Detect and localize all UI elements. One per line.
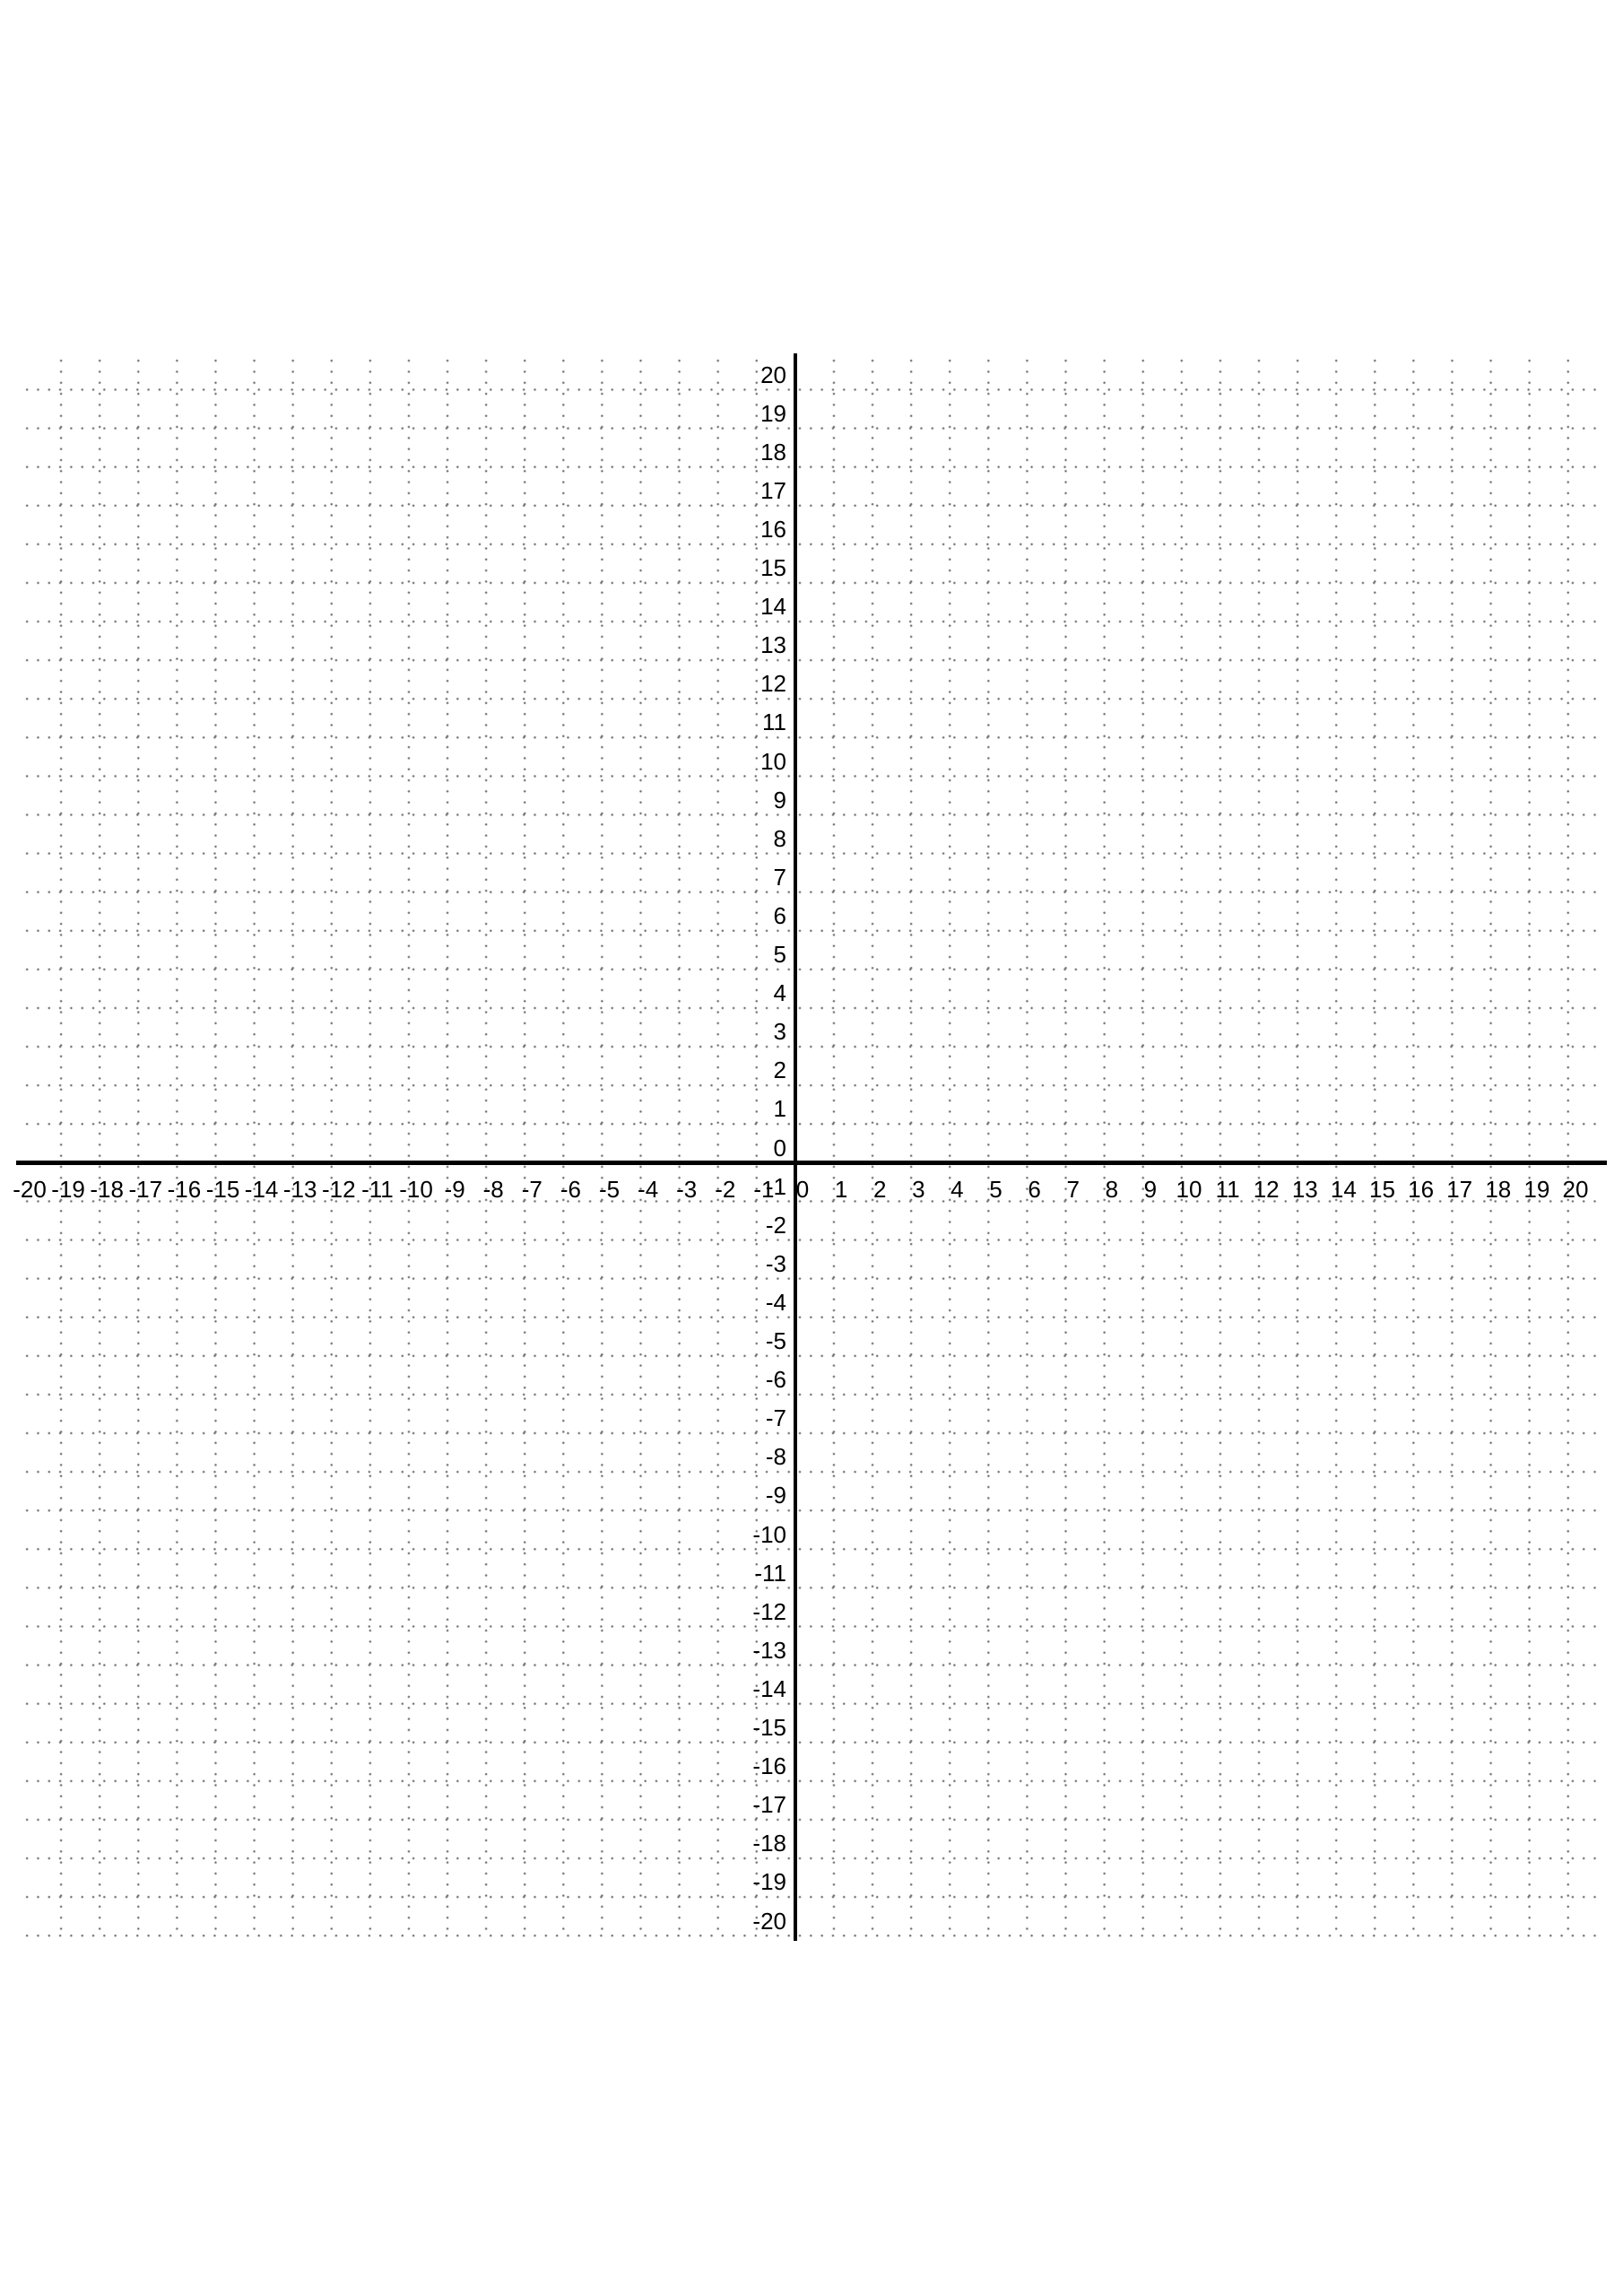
- x-tick-label: -18: [90, 1176, 124, 1203]
- y-tick-label: -6: [765, 1366, 786, 1394]
- x-tick-label: 5: [989, 1176, 1002, 1203]
- y-tick-label: 7: [773, 863, 786, 891]
- x-tick-label: 16: [1408, 1176, 1435, 1203]
- y-tick-label: -17: [752, 1791, 786, 1819]
- x-tick-label: -5: [598, 1176, 621, 1203]
- y-tick-label: 10: [760, 747, 786, 775]
- y-tick-label: 11: [762, 709, 786, 736]
- y-tick-label: -7: [765, 1405, 786, 1432]
- y-tick-label: 16: [760, 515, 786, 543]
- x-tick-label: -17: [128, 1176, 163, 1203]
- x-tick-label: 14: [1330, 1176, 1357, 1203]
- y-tick-label: 6: [773, 901, 786, 929]
- y-axis-line: [793, 353, 798, 1941]
- x-tick-label: -6: [560, 1176, 581, 1203]
- x-tick-label: 7: [1066, 1176, 1080, 1203]
- y-tick-label: 4: [773, 979, 786, 1007]
- y-tick-label: -1: [765, 1172, 786, 1200]
- x-tick-label: 11: [1215, 1176, 1240, 1203]
- x-tick-label: -15: [205, 1176, 240, 1203]
- y-tick-label: -10: [752, 1520, 786, 1548]
- y-tick-label: 12: [760, 670, 786, 698]
- x-tick-label: 20: [1562, 1176, 1589, 1203]
- y-tick-label: 0: [773, 1134, 786, 1161]
- y-tick-label: -19: [752, 1868, 786, 1896]
- y-tick-label: 13: [760, 631, 786, 659]
- x-tick-label: -16: [167, 1176, 202, 1203]
- x-tick-label: 3: [912, 1176, 925, 1203]
- y-tick-label: 15: [760, 554, 786, 581]
- x-tick-label: 8: [1105, 1176, 1119, 1203]
- x-tick-label: -7: [521, 1176, 542, 1203]
- x-tick-label: -2: [715, 1176, 736, 1203]
- y-tick-label: 2: [773, 1057, 786, 1084]
- x-tick-label: -8: [482, 1176, 504, 1203]
- x-tick-label: 13: [1291, 1176, 1318, 1203]
- y-tick-label: 1: [773, 1095, 786, 1123]
- y-tick-label: -16: [752, 1752, 786, 1780]
- grid-dots: [25, 357, 1601, 1937]
- y-tick-label: 20: [760, 361, 786, 388]
- x-tick-label: 6: [1028, 1176, 1041, 1203]
- x-tick-label: -1: [753, 1176, 775, 1203]
- x-tick-label: -3: [676, 1176, 698, 1203]
- y-tick-label: -18: [752, 1830, 786, 1857]
- y-tick-label: 18: [760, 438, 786, 465]
- x-tick-label: -14: [244, 1176, 279, 1203]
- y-tick-label: 9: [773, 786, 786, 813]
- y-tick-label: -13: [752, 1636, 786, 1664]
- x-tick-label: 15: [1369, 1176, 1395, 1203]
- y-tick-label: 8: [773, 824, 786, 852]
- x-axis-line: [16, 1161, 1607, 1165]
- y-tick-label: -4: [765, 1288, 786, 1316]
- x-tick-label: 17: [1446, 1176, 1473, 1203]
- x-tick-label: 12: [1253, 1176, 1280, 1203]
- x-tick-label: -19: [51, 1176, 85, 1203]
- y-tick-label: -11: [754, 1559, 786, 1587]
- x-tick-label: 4: [950, 1176, 964, 1203]
- x-tick-label: 19: [1523, 1176, 1550, 1203]
- x-tick-label: -9: [444, 1176, 465, 1203]
- y-tick-label: 3: [773, 1018, 786, 1046]
- x-tick-label: 1: [834, 1176, 848, 1203]
- x-tick-label: 0: [795, 1176, 810, 1203]
- x-tick-label: 10: [1176, 1176, 1202, 1203]
- x-tick-label: -20: [13, 1176, 47, 1203]
- y-tick-label: -20: [752, 1907, 786, 1935]
- x-tick-label: -4: [638, 1176, 659, 1203]
- x-tick-label: -13: [282, 1176, 317, 1203]
- x-tick-label: -11: [361, 1176, 394, 1203]
- y-tick-label: -2: [765, 1211, 786, 1239]
- y-tick-label: -14: [752, 1674, 786, 1702]
- y-tick-label: 14: [760, 593, 786, 621]
- y-tick-label: -15: [752, 1714, 786, 1741]
- y-tick-label: -8: [765, 1443, 786, 1471]
- y-tick-label: -9: [765, 1482, 786, 1509]
- y-tick-label: 5: [773, 941, 786, 968]
- y-tick-label: 19: [760, 399, 786, 427]
- y-tick-label: -12: [752, 1597, 786, 1625]
- y-tick-label: -3: [765, 1249, 786, 1277]
- x-tick-label: 18: [1485, 1176, 1512, 1203]
- y-tick-label: 17: [760, 476, 786, 504]
- x-tick-label: 9: [1143, 1176, 1158, 1203]
- y-tick-label: -5: [765, 1327, 786, 1354]
- x-tick-label: 2: [872, 1176, 887, 1203]
- x-tick-label: -12: [322, 1176, 356, 1203]
- x-tick-label: -10: [399, 1176, 433, 1203]
